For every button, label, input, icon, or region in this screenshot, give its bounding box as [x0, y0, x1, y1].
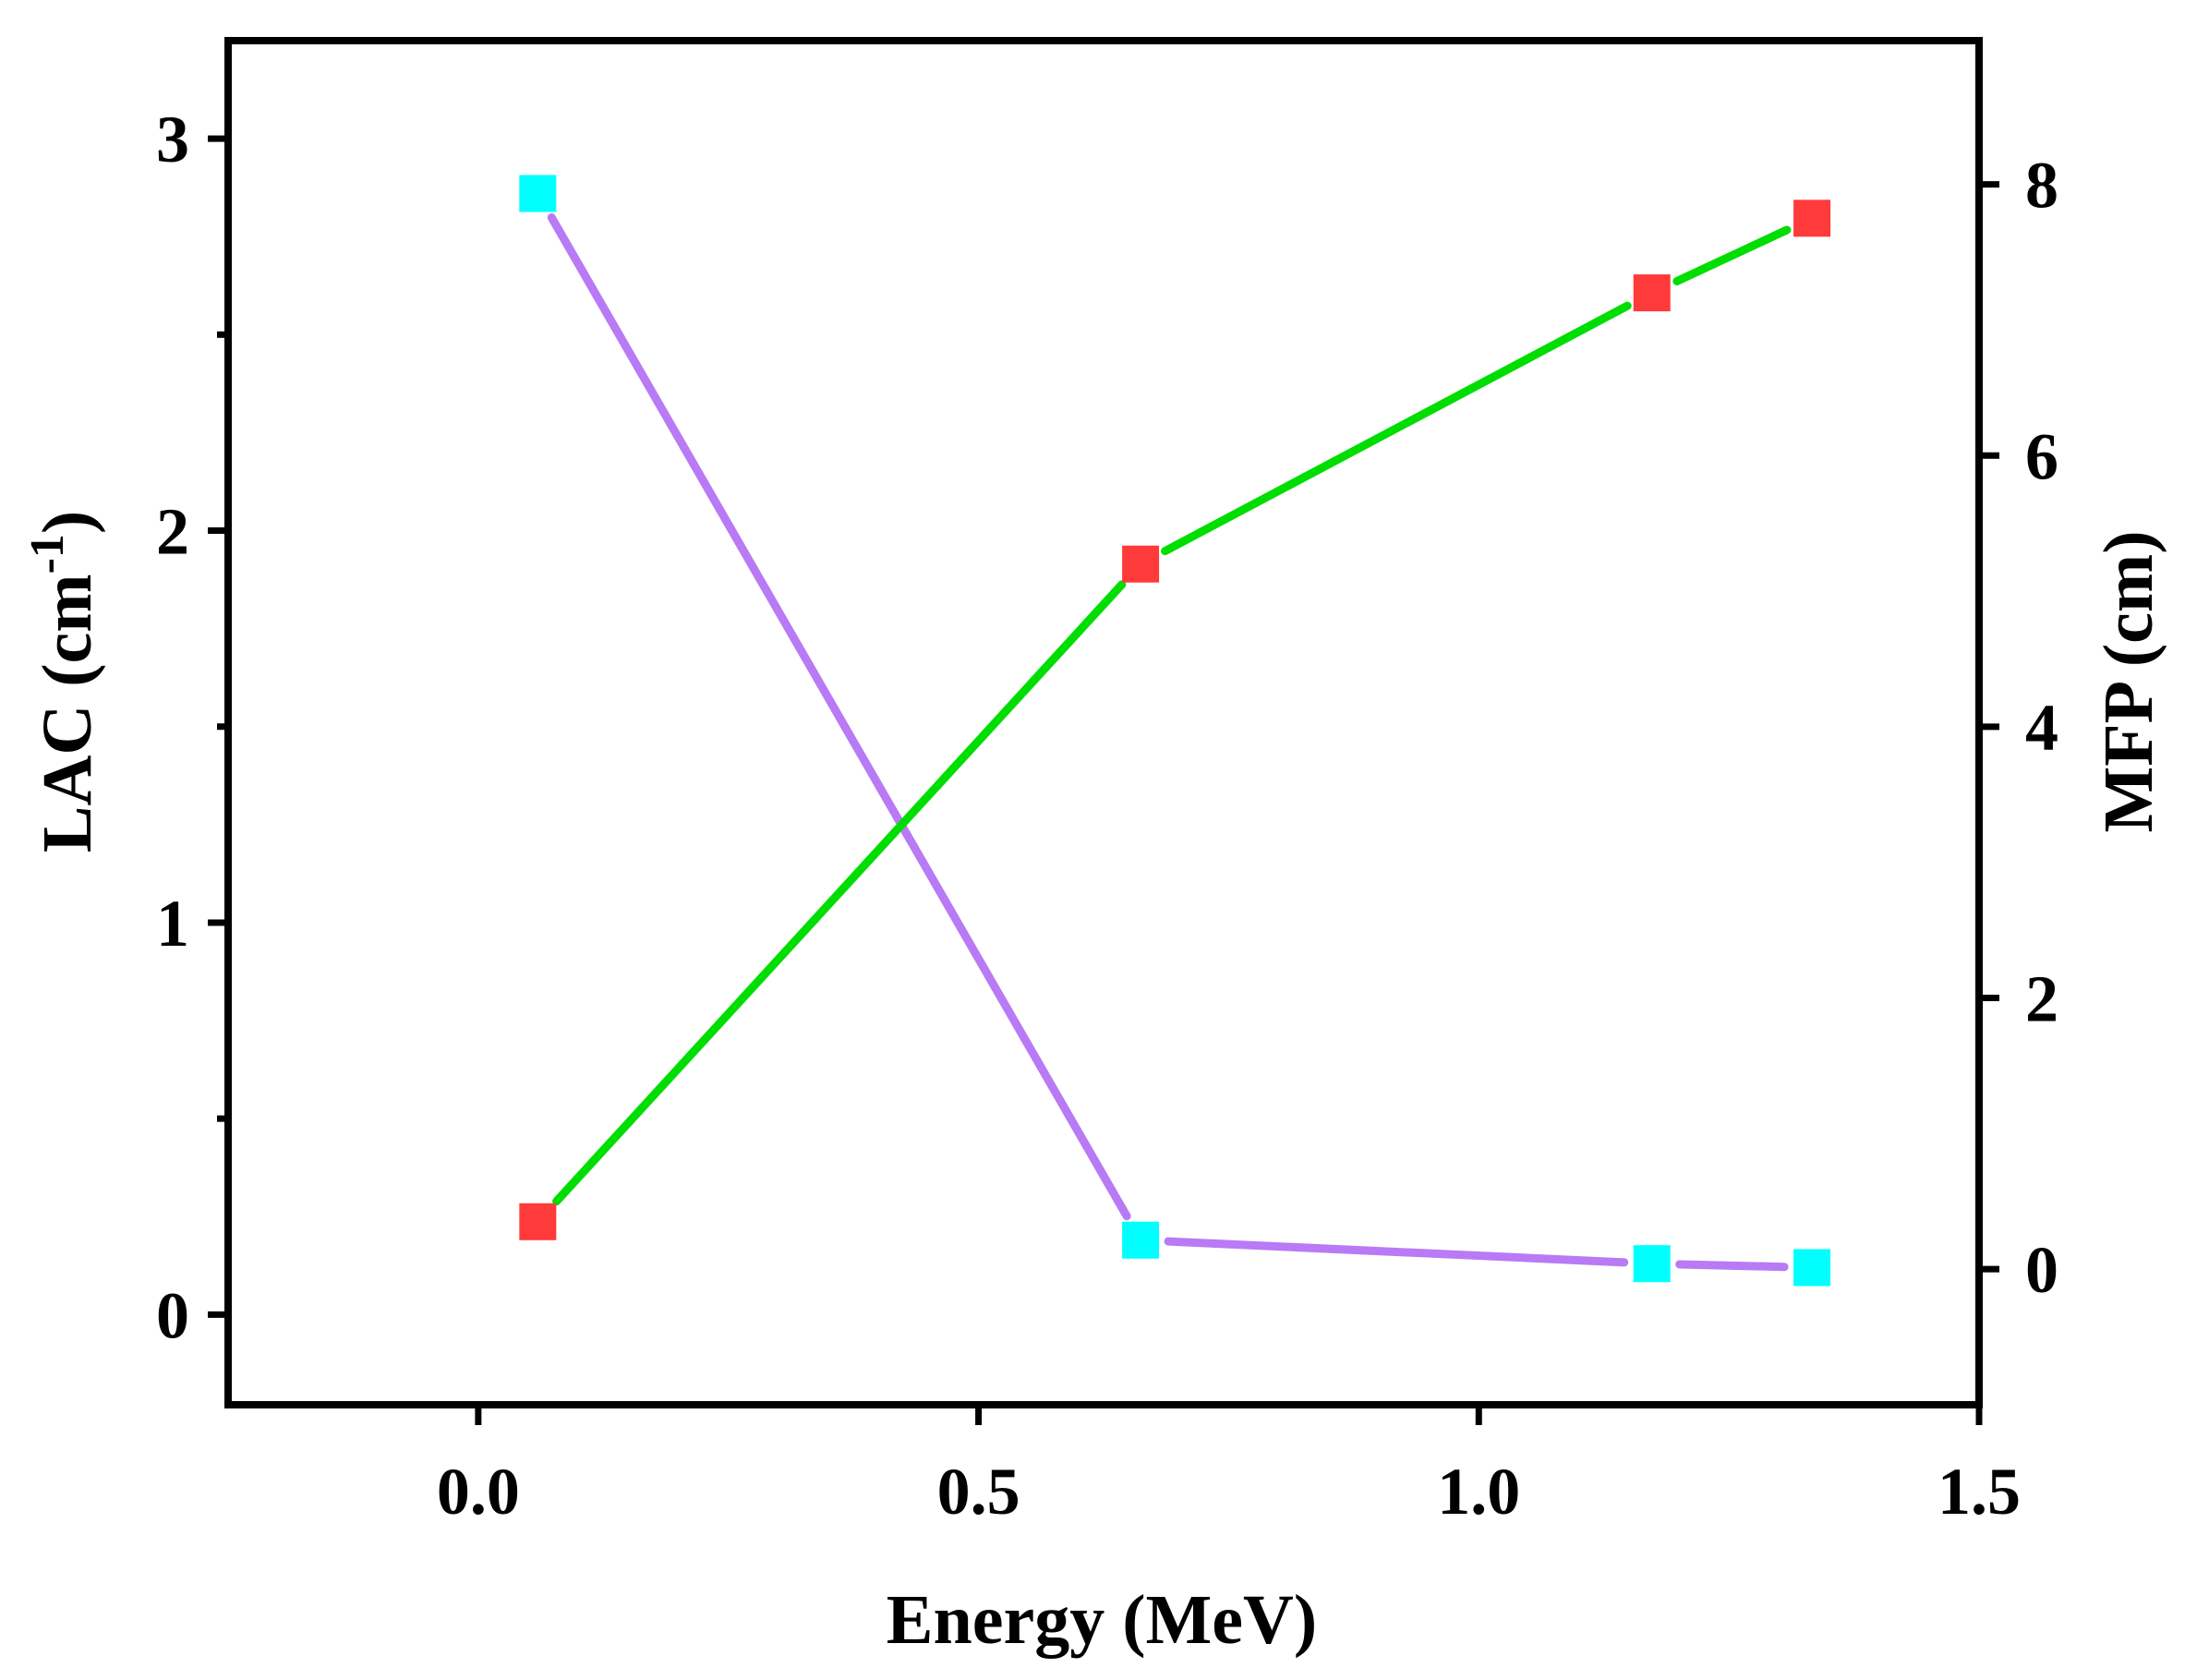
series-markers [519, 175, 1831, 1287]
series-2-marker [519, 1203, 557, 1240]
series-2-segment [1672, 225, 1792, 285]
y-left-tick-label: 2 [156, 495, 189, 569]
y-axis-title-left-close: ) [29, 511, 106, 534]
series-1-marker [1122, 1221, 1160, 1259]
series-1-marker [1793, 1249, 1831, 1287]
y-axis-title-left-main: LAC (cm [29, 574, 106, 852]
series-2-segment [552, 580, 1127, 1206]
y-axis-title-left-sup: -1 [21, 534, 74, 574]
series-lines [547, 213, 1792, 1272]
series-1-segment [1675, 1260, 1789, 1272]
x-axis-title: Energy (MeV) [887, 1581, 1317, 1659]
y-right-tick-label: 4 [2025, 691, 2058, 765]
y-left-tick-label: 1 [156, 887, 189, 961]
y-left-tick-label: 0 [156, 1278, 189, 1352]
series-1-marker [1633, 1245, 1671, 1283]
series-2-segment [1161, 301, 1632, 556]
y-left-tick-label: 3 [156, 103, 189, 176]
tick-labels: 0.0 0.5 1.0 1.5 0 1 2 3 0 2 4 6 8 [156, 103, 2058, 1529]
x-tick-label: 1.5 [1937, 1455, 2021, 1529]
y-right-tick-label: 2 [2025, 962, 2058, 1036]
y-right-tick-label: 6 [2025, 419, 2058, 493]
series-2-marker [1633, 274, 1671, 312]
x-tick-label: 1.0 [1437, 1455, 1520, 1529]
x-tick-label: 0.5 [937, 1455, 1020, 1529]
plot-frame [224, 37, 1983, 1408]
y-right-tick-label: 0 [2025, 1233, 2058, 1307]
axis-ticks [208, 135, 1999, 1425]
series-2-marker [1122, 545, 1160, 583]
series-1-segment [1164, 1237, 1629, 1267]
series-1-marker [519, 175, 557, 212]
series-2-marker [1793, 199, 1831, 237]
y-right-tick-label: 8 [2025, 149, 2058, 223]
y-axis-title-right: MFP (cm) [2090, 530, 2167, 832]
x-tick-label: 0.0 [437, 1455, 520, 1529]
y-axis-title-left: LAC (cm-1) [21, 511, 106, 852]
series-1-segment [547, 213, 1131, 1221]
